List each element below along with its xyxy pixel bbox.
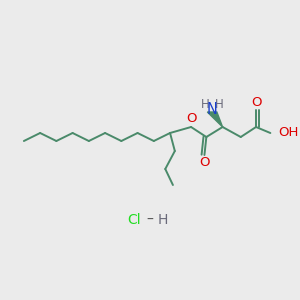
Text: H: H: [214, 98, 223, 110]
Text: O: O: [199, 155, 210, 169]
Text: OH: OH: [278, 127, 298, 140]
Text: O: O: [251, 97, 261, 110]
Text: –: –: [146, 213, 153, 227]
Text: H: H: [157, 213, 168, 227]
Text: Cl: Cl: [127, 213, 141, 227]
Text: O: O: [186, 112, 196, 125]
Text: H: H: [201, 98, 210, 110]
Polygon shape: [207, 112, 223, 127]
Text: N: N: [207, 101, 218, 116]
